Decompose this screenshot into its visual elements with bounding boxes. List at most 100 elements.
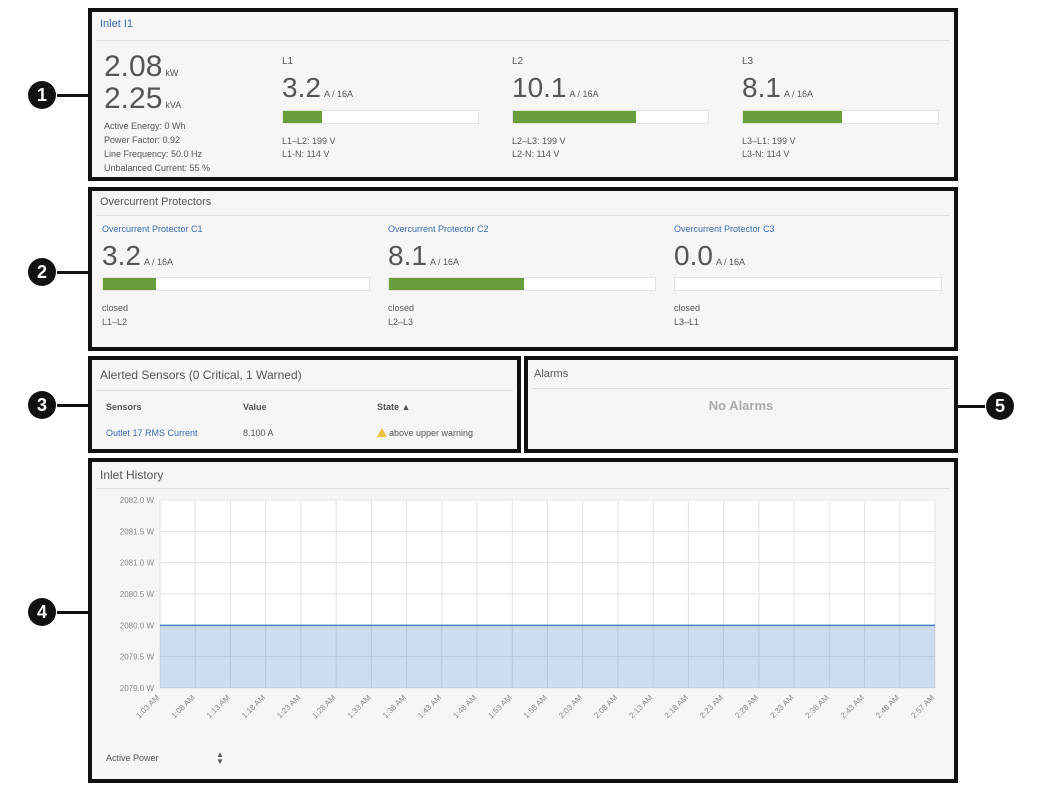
alarms-panel [524, 356, 958, 453]
value: 3.2 [282, 72, 321, 103]
value: 0.0 [674, 240, 713, 271]
x-tick-label: 1:23 AM [275, 693, 302, 720]
protector-state: closed [102, 303, 129, 313]
y-tick-label: 2081.0 W [120, 559, 155, 568]
x-tick-label: 1:18 AM [240, 693, 267, 720]
divider [96, 215, 950, 216]
x-tick-label: 2:18 AM [663, 693, 690, 720]
y-tick-label: 2081.5 W [120, 527, 155, 536]
callout-line [57, 94, 88, 97]
value: 10.1 [512, 72, 567, 103]
protector-state: closed [674, 303, 701, 313]
protector-name: Overcurrent Protector C1 [102, 224, 203, 234]
value: 8.1 [742, 72, 781, 103]
line-voltage: L1-N: 114 V [282, 149, 330, 159]
progress-track [102, 277, 370, 291]
callout-line [57, 404, 88, 407]
line-name: L2 [512, 56, 524, 67]
active-power: 2.08 kW [104, 50, 178, 84]
progress-track [742, 110, 939, 124]
column-header: State ▲ [377, 402, 411, 412]
x-tick-label: 2:08 AM [592, 693, 619, 720]
divider [96, 40, 950, 41]
metric-select[interactable]: Active Power ▲ ▼ [106, 750, 224, 766]
y-tick-label: 2080.5 W [120, 590, 155, 599]
value: 3.2 [102, 240, 141, 271]
unit: A / 16A [429, 257, 459, 267]
inlet-detail: Power Factor: 0.92 [104, 135, 181, 145]
line-voltage: L3-N: 114 V [742, 149, 790, 159]
y-tick-label: 2079.5 W [120, 653, 155, 662]
callout-badge: 4 [28, 598, 56, 626]
x-tick-label: 2:43 AM [839, 693, 866, 720]
x-tick-label: 1:13 AM [205, 693, 232, 720]
x-tick-label: 1:38 AM [381, 693, 408, 720]
protector-name: Overcurrent Protector C3 [674, 224, 775, 234]
inlet-panel [88, 8, 958, 181]
select-arrow[interactable]: ▲ ▼ [216, 750, 224, 766]
unit: kW [165, 68, 179, 78]
inlet-detail: Active Energy: 0 Wh [104, 121, 186, 131]
callout-badge: 2 [28, 258, 56, 286]
unit: A / 16A [323, 89, 353, 99]
protectors-panel [88, 187, 958, 351]
x-tick-label: 2:23 AM [698, 693, 725, 720]
x-tick-label: 2:28 AM [733, 693, 760, 720]
value: 8.1 [388, 240, 427, 271]
line-current: 8.1 A / 16A [742, 72, 813, 104]
line-name: L3 [742, 56, 754, 67]
protector-lines: L1–L2 [102, 317, 128, 327]
unit: A / 16A [569, 89, 599, 99]
panel-title: Inlet History [100, 468, 164, 482]
progress-track [674, 277, 942, 291]
column-header: Sensors [106, 402, 142, 412]
empty-message: No Alarms [708, 398, 774, 413]
table-cell: 8.100 A [243, 428, 274, 438]
x-tick-label: 1:28 AM [310, 693, 337, 720]
y-tick-label: 2082.0 W [120, 496, 155, 505]
value: 2.25 [104, 82, 163, 115]
x-tick-label: 1:08 AM [170, 693, 197, 720]
protector-lines: L2–L3 [388, 317, 414, 327]
apparent-power: 2.25 kVA [104, 82, 181, 116]
unit: A / 16A [143, 257, 173, 267]
x-tick-label: 1:58 AM [522, 693, 549, 720]
value: 2.08 [104, 50, 163, 83]
line-current: 10.1 A / 16A [512, 72, 599, 104]
progress-track [512, 110, 709, 124]
history-chart: 2082.0 W 2081.5 W 2081.0 W 2080.5 W 2080.0 W… [120, 496, 937, 720]
callout-line [57, 611, 88, 614]
line-voltage: L3–L1: 199 V [742, 136, 796, 146]
panel-title: Alarms [534, 368, 569, 380]
line-voltage: L2-N: 114 V [512, 149, 560, 159]
protector-current: 3.2 A / 16A [102, 240, 173, 272]
line-voltage: L1–L2: 199 V [282, 136, 336, 146]
warning-icon [377, 428, 387, 437]
progress-bar [389, 278, 524, 290]
x-tick-label: 1:33 AM [346, 693, 373, 720]
area [160, 625, 935, 688]
inlet-detail: Line Frequency: 50.0 Hz [104, 149, 203, 159]
x-tick-label: 1:03 AM [134, 693, 161, 720]
divider [96, 390, 513, 391]
table-cell[interactable]: Outlet 17 RMS Current [106, 428, 198, 438]
y-tick-label: 2079.0 W [120, 684, 155, 693]
panel-title: Alerted Sensors (0 Critical, 1 Warned) [100, 368, 302, 382]
x-tick-label: 2:03 AM [557, 693, 584, 720]
line-voltage: L2–L3: 199 V [512, 136, 566, 146]
x-tick-label: 2:57 AM [909, 693, 936, 720]
progress-track [388, 277, 656, 291]
panel-title: Overcurrent Protectors [100, 196, 212, 208]
column-header: Value [243, 402, 267, 412]
alerted-sensors-panel [88, 356, 521, 453]
panel-title: Inlet I1 [100, 18, 134, 30]
callout-badge: 5 [986, 392, 1014, 420]
protector-current: 8.1 A / 16A [388, 240, 459, 272]
protector-name: Overcurrent Protector C2 [388, 224, 489, 234]
protector-current: 0.0 A / 16A [674, 240, 745, 272]
x-tick-label: 2:38 AM [804, 693, 831, 720]
x-tick-label: 1:43 AM [416, 693, 443, 720]
unit: A / 16A [715, 257, 745, 267]
unit: kVA [165, 100, 182, 110]
